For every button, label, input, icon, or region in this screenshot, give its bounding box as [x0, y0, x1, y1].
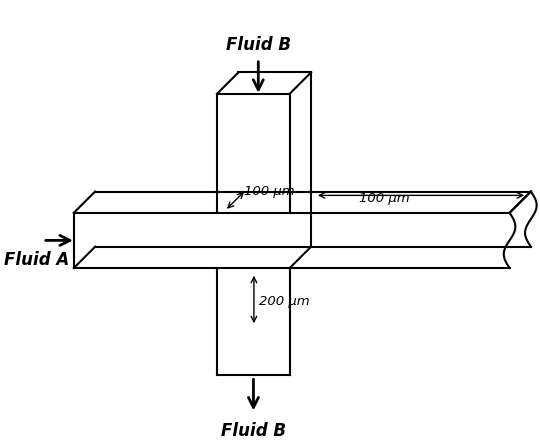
Text: Fluid B: Fluid B: [221, 422, 286, 440]
Text: 200 μm: 200 μm: [259, 295, 309, 308]
Text: 100 μm: 100 μm: [360, 192, 410, 205]
Text: Fluid A: Fluid A: [4, 251, 70, 269]
Text: 100 μm: 100 μm: [244, 185, 295, 198]
Text: Fluid B: Fluid B: [226, 36, 291, 54]
